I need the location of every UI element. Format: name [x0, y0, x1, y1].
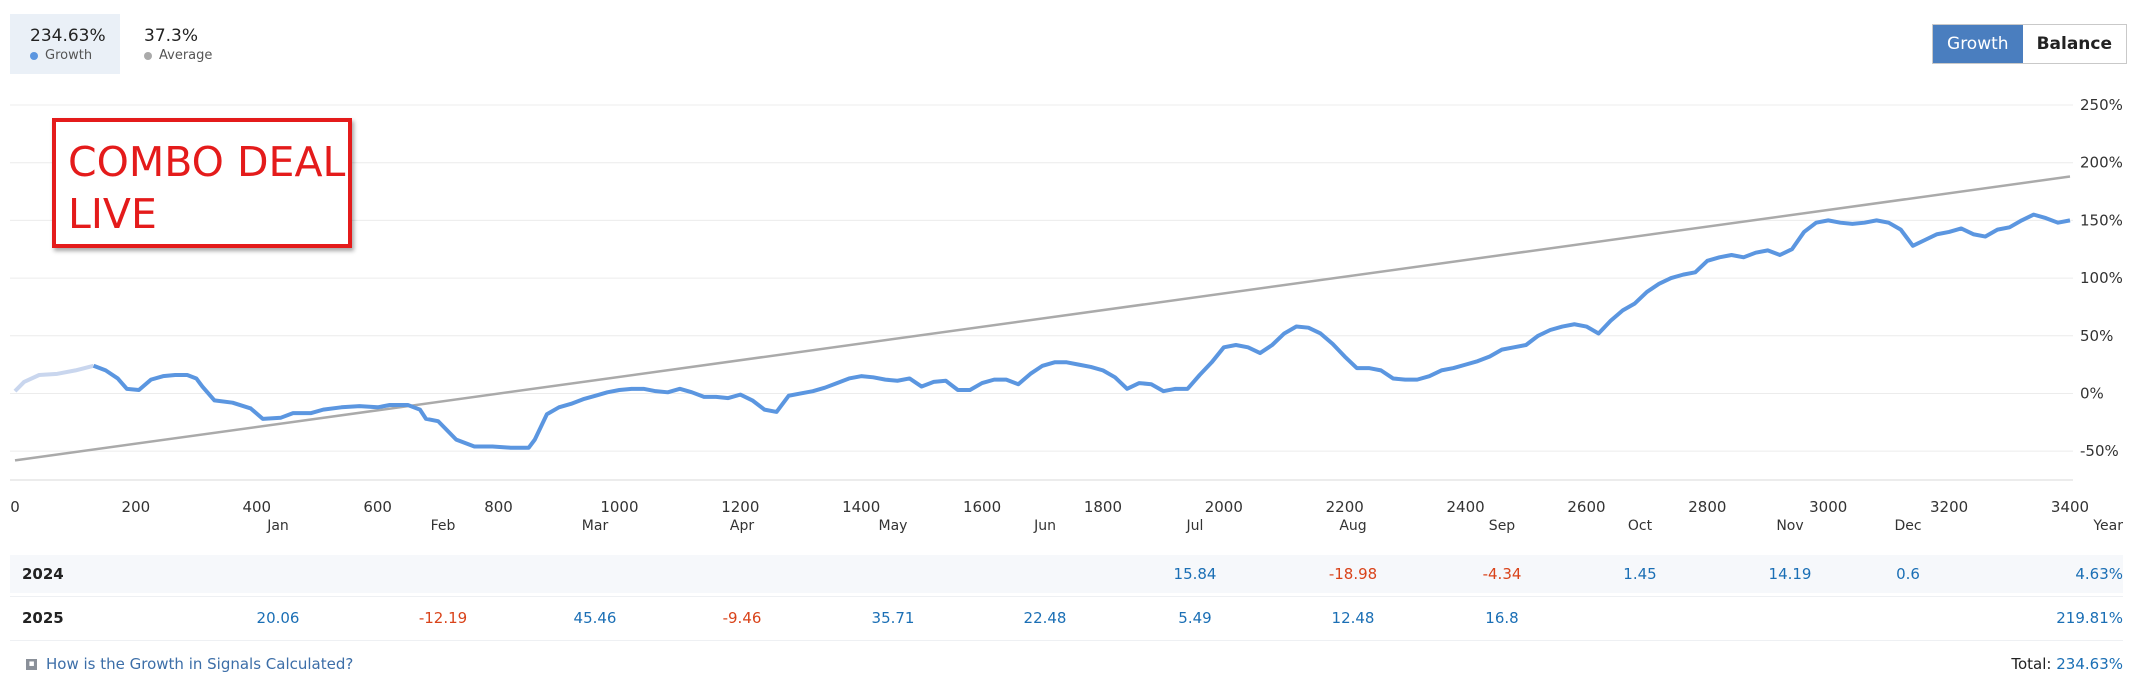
- year-total-cell: 4.63%: [2075, 565, 2123, 583]
- x-tick-label: 1400: [842, 498, 880, 516]
- month-label: Nov: [1776, 518, 1803, 534]
- month-label: Year: [2093, 518, 2123, 534]
- month-value-cell: -9.46: [723, 609, 762, 627]
- x-tick-label: 2000: [1205, 498, 1243, 516]
- growth-stat-tab[interactable]: 234.63% Growth: [10, 14, 120, 74]
- y-tick-label: 0%: [2080, 384, 2104, 402]
- month-label: Dec: [1894, 518, 1921, 534]
- y-tick-label: 150%: [2080, 211, 2123, 229]
- month-value-cell: 15.84: [1174, 565, 1217, 583]
- x-tick-label: 2600: [1567, 498, 1605, 516]
- month-label: Aug: [1339, 518, 1366, 534]
- x-tick-label: 1800: [1084, 498, 1122, 516]
- month-value-cell: 45.46: [574, 609, 617, 627]
- x-tick-label: 1600: [963, 498, 1001, 516]
- month-value-cell: 1.45: [1623, 565, 1656, 583]
- growth-value: 234.63%: [30, 14, 100, 46]
- balance-toggle-button[interactable]: Balance: [2023, 25, 2126, 63]
- month-label: Oct: [1628, 518, 1652, 534]
- x-tick-label: 3000: [1809, 498, 1847, 516]
- x-tick-label: 3400: [2051, 498, 2089, 516]
- y-tick-label: 200%: [2080, 154, 2123, 172]
- month-label: Sep: [1489, 518, 1515, 534]
- average-label: Average: [159, 48, 212, 63]
- month-value-cell: 35.71: [872, 609, 915, 627]
- month-value-cell: -4.34: [1483, 565, 1522, 583]
- year-total-cell: 219.81%: [2056, 609, 2123, 627]
- year-label: 2024: [22, 565, 64, 583]
- y-tick-label: 50%: [2080, 327, 2113, 345]
- y-tick-label: 100%: [2080, 269, 2123, 287]
- month-value-cell: 5.49: [1178, 609, 1211, 627]
- average-dot-icon: [144, 52, 152, 60]
- row-divider: [10, 640, 2123, 641]
- month-value-cell: -18.98: [1329, 565, 1377, 583]
- year-row-2024: 2024 15.84 -18.98 -4.34 1.45 14.19 0.6 4.63%: [10, 555, 2123, 593]
- month-label: Jan: [267, 518, 289, 534]
- x-tick-label: 200: [122, 498, 151, 516]
- month-label: Jul: [1187, 518, 1204, 534]
- overlay-line-2: LIVE: [68, 188, 348, 240]
- y-tick-label: 250%: [2080, 96, 2123, 114]
- growth-toggle-button[interactable]: Growth: [1933, 25, 2023, 63]
- total-value: 234.63%: [2056, 655, 2123, 673]
- y-tick-label: -50%: [2080, 442, 2119, 460]
- month-value-cell: 22.48: [1024, 609, 1067, 627]
- x-tick-label: 400: [242, 498, 271, 516]
- month-label: Apr: [730, 518, 754, 534]
- info-icon: ▪: [26, 659, 37, 670]
- month-value-cell: -12.19: [419, 609, 467, 627]
- x-tick-label: 2400: [1446, 498, 1484, 516]
- average-value: 37.3%: [144, 14, 214, 46]
- x-tick-label: 0: [10, 498, 20, 516]
- total-summary: Total: 234.63%: [2011, 655, 2123, 673]
- growth-series-line-faded: [15, 366, 94, 391]
- x-tick-label: 600: [363, 498, 392, 516]
- month-value-cell: 16.8: [1485, 609, 1518, 627]
- growth-help-link[interactable]: ▪ How is the Growth in Signals Calculate…: [26, 655, 353, 673]
- overlay-line-1: COMBO DEAL: [68, 136, 348, 188]
- month-value-cell: 20.06: [257, 609, 300, 627]
- x-tick-label: 1000: [600, 498, 638, 516]
- x-tick-label: 3200: [1930, 498, 1968, 516]
- month-label: Feb: [431, 518, 456, 534]
- chart-mode-toggle: Growth Balance: [1932, 24, 2127, 64]
- total-label: Total:: [2011, 655, 2051, 673]
- year-row-2025: 2025 20.06 -12.19 45.46 -9.46 35.71 22.48 5.49 1…: [10, 599, 2123, 637]
- row-divider: [10, 596, 2123, 597]
- month-value-cell: 0.6: [1896, 565, 1920, 583]
- x-tick-label: 1200: [721, 498, 759, 516]
- x-tick-label: 800: [484, 498, 513, 516]
- year-label: 2025: [22, 609, 64, 627]
- x-tick-label: 2800: [1688, 498, 1726, 516]
- average-stat-tab[interactable]: 37.3% Average: [124, 14, 234, 74]
- month-label: Mar: [582, 518, 608, 534]
- growth-dot-icon: [30, 52, 38, 60]
- growth-series-line: [94, 215, 2070, 448]
- month-value-cell: 12.48: [1332, 609, 1375, 627]
- x-tick-label: 2200: [1326, 498, 1364, 516]
- month-header-row: Jan Feb Mar Apr May Jun Jul Aug Sep Oct Nov Dec Year: [0, 518, 2133, 548]
- help-link-text[interactable]: How is the Growth in Signals Calculated?: [46, 655, 353, 673]
- month-label: Jun: [1034, 518, 1056, 534]
- growth-label: Growth: [45, 48, 92, 63]
- month-value-cell: 14.19: [1769, 565, 1812, 583]
- combo-deal-overlay: COMBO DEAL LIVE: [52, 118, 352, 248]
- month-label: May: [879, 518, 908, 534]
